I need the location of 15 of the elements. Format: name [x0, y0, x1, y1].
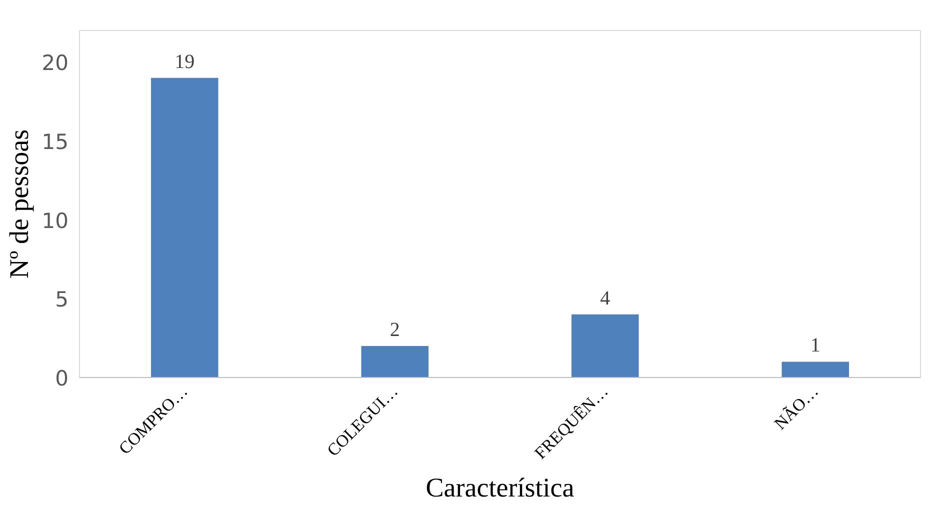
- bar: [571, 314, 639, 378]
- y-tick-label: 5: [55, 288, 69, 312]
- y-tick-label: 15: [42, 130, 69, 154]
- y-axis-title: Nº de pessoas: [4, 129, 34, 279]
- bar: [361, 346, 429, 378]
- data-label: 4: [600, 287, 610, 310]
- x-axis-title: Característica: [426, 472, 574, 502]
- data-label: 2: [390, 318, 400, 341]
- data-label: 1: [810, 334, 820, 357]
- y-tick-label: 20: [42, 51, 69, 76]
- bar: [782, 362, 850, 378]
- y-tick-label: 0: [55, 366, 69, 390]
- bar: [150, 78, 218, 378]
- y-tick-label: 10: [42, 208, 69, 233]
- data-label: 19: [174, 50, 195, 73]
